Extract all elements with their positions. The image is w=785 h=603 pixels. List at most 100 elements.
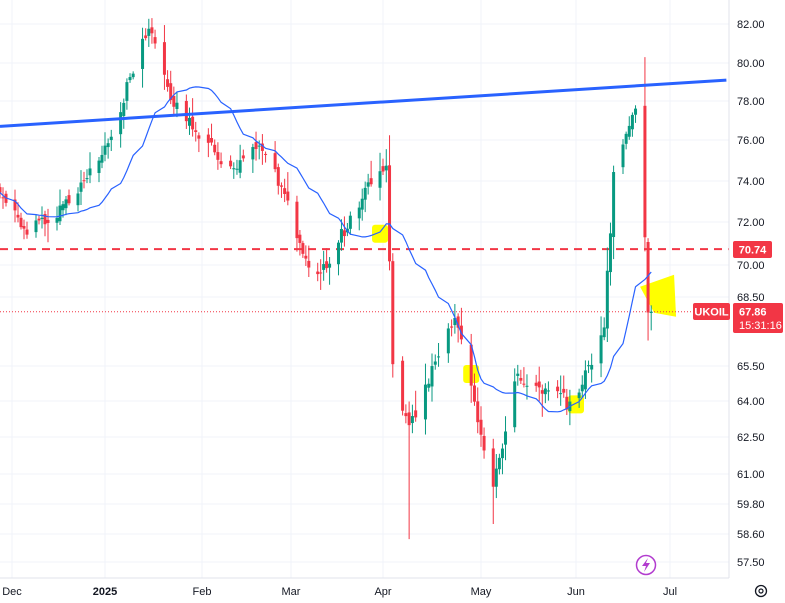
candle-body	[491, 448, 495, 487]
candle-body	[391, 261, 395, 365]
flash-icon[interactable]	[635, 554, 657, 576]
candle-body	[88, 168, 92, 176]
candle-body	[273, 153, 277, 170]
candle-body	[25, 229, 29, 235]
candle-body	[469, 344, 473, 386]
candle-body	[232, 168, 236, 170]
candle-body	[100, 154, 104, 163]
candle-body	[559, 393, 563, 395]
price-tick-label: 76.00	[737, 135, 765, 147]
candle-body	[276, 167, 280, 186]
candle-body	[587, 365, 591, 367]
price-tick-label: 82.00	[737, 19, 765, 31]
candle-body	[580, 384, 584, 392]
candle-body	[251, 147, 255, 160]
candle-body	[19, 217, 23, 228]
candle-body	[423, 384, 427, 420]
candle-body	[58, 205, 62, 222]
candle-body	[150, 27, 154, 34]
candle-body	[562, 388, 566, 393]
time-tick-label: Apr	[374, 586, 391, 598]
candle-body	[360, 198, 364, 210]
candle-body	[316, 271, 320, 275]
candle-body	[342, 230, 346, 237]
candle-body	[605, 270, 609, 329]
price-tick-label: 78.00	[737, 96, 765, 108]
candle-body	[612, 172, 616, 238]
candle-body	[286, 191, 290, 201]
candle-body	[175, 102, 179, 109]
candle-body	[404, 413, 408, 417]
candle-body	[546, 390, 550, 392]
price-tick-label: 80.00	[737, 58, 765, 70]
candle-body	[34, 220, 38, 233]
candle-body	[194, 130, 198, 133]
candle-body	[219, 161, 223, 165]
candle-body	[476, 401, 480, 423]
candle-body	[437, 356, 441, 358]
candle-body	[630, 114, 634, 130]
trendline-line	[0, 78, 727, 128]
candle-body	[602, 327, 606, 338]
candle-body	[210, 138, 214, 143]
candle-body	[172, 95, 176, 107]
candle-body	[260, 143, 264, 151]
last-price-tag: UKOIL 67.86 15:31:16	[693, 303, 783, 333]
candle-body	[525, 385, 529, 387]
candle-body	[407, 412, 411, 426]
candle-body	[85, 178, 89, 180]
candle-body	[565, 396, 569, 410]
settings-icon[interactable]	[754, 584, 768, 598]
candle-body	[378, 171, 382, 188]
candle-body	[540, 390, 544, 394]
candle-body	[153, 37, 157, 44]
last-price-label: 67.86	[739, 307, 767, 319]
time-tick-label: Feb	[193, 586, 212, 598]
candle-body	[624, 133, 628, 144]
candle-body	[590, 364, 594, 370]
candle-body	[336, 242, 340, 265]
candle-body	[64, 199, 68, 209]
candle-body	[162, 42, 166, 75]
price-tick-label: 58.60	[737, 529, 765, 541]
time-tick-label: Dec	[2, 586, 22, 598]
candle-body	[319, 272, 323, 274]
candle-body	[410, 416, 414, 424]
candle-body	[456, 316, 460, 328]
price-tick-label: 65.50	[737, 361, 765, 373]
candle-body	[543, 388, 547, 395]
candle-body	[325, 261, 329, 269]
candle-body	[46, 219, 50, 223]
candle-body	[238, 160, 242, 173]
candle-body	[649, 311, 653, 313]
candle-body	[556, 386, 560, 392]
candle-body	[608, 233, 612, 273]
time-tick-label: Jun	[567, 586, 585, 598]
candle-body	[427, 383, 431, 388]
candle-body	[643, 105, 647, 238]
candle-body	[363, 187, 367, 200]
candle-body	[206, 134, 210, 143]
candle-body	[401, 360, 405, 411]
symbol-tag-label: UKOIL	[694, 307, 729, 319]
last-price-tag-bg	[733, 303, 783, 333]
candle-body	[122, 102, 126, 117]
candle-body	[76, 193, 80, 206]
time-axis: Dec 2025 Feb Mar Apr May Jun Jul	[2, 586, 677, 598]
candle-body	[213, 144, 217, 153]
candle-body	[381, 166, 385, 172]
candle-body	[298, 234, 302, 243]
candle-body	[191, 116, 195, 130]
candle-body	[357, 207, 361, 219]
time-tick-label: 2025	[93, 586, 117, 598]
price-tick-label: 59.80	[737, 499, 765, 511]
candle-body	[479, 419, 483, 435]
candle-body	[144, 35, 148, 39]
candle-body	[13, 199, 17, 211]
candle-body	[339, 228, 343, 243]
candle-body	[577, 392, 581, 399]
candle-body	[500, 448, 504, 459]
candle-body	[513, 381, 517, 428]
candle-body	[187, 117, 191, 126]
